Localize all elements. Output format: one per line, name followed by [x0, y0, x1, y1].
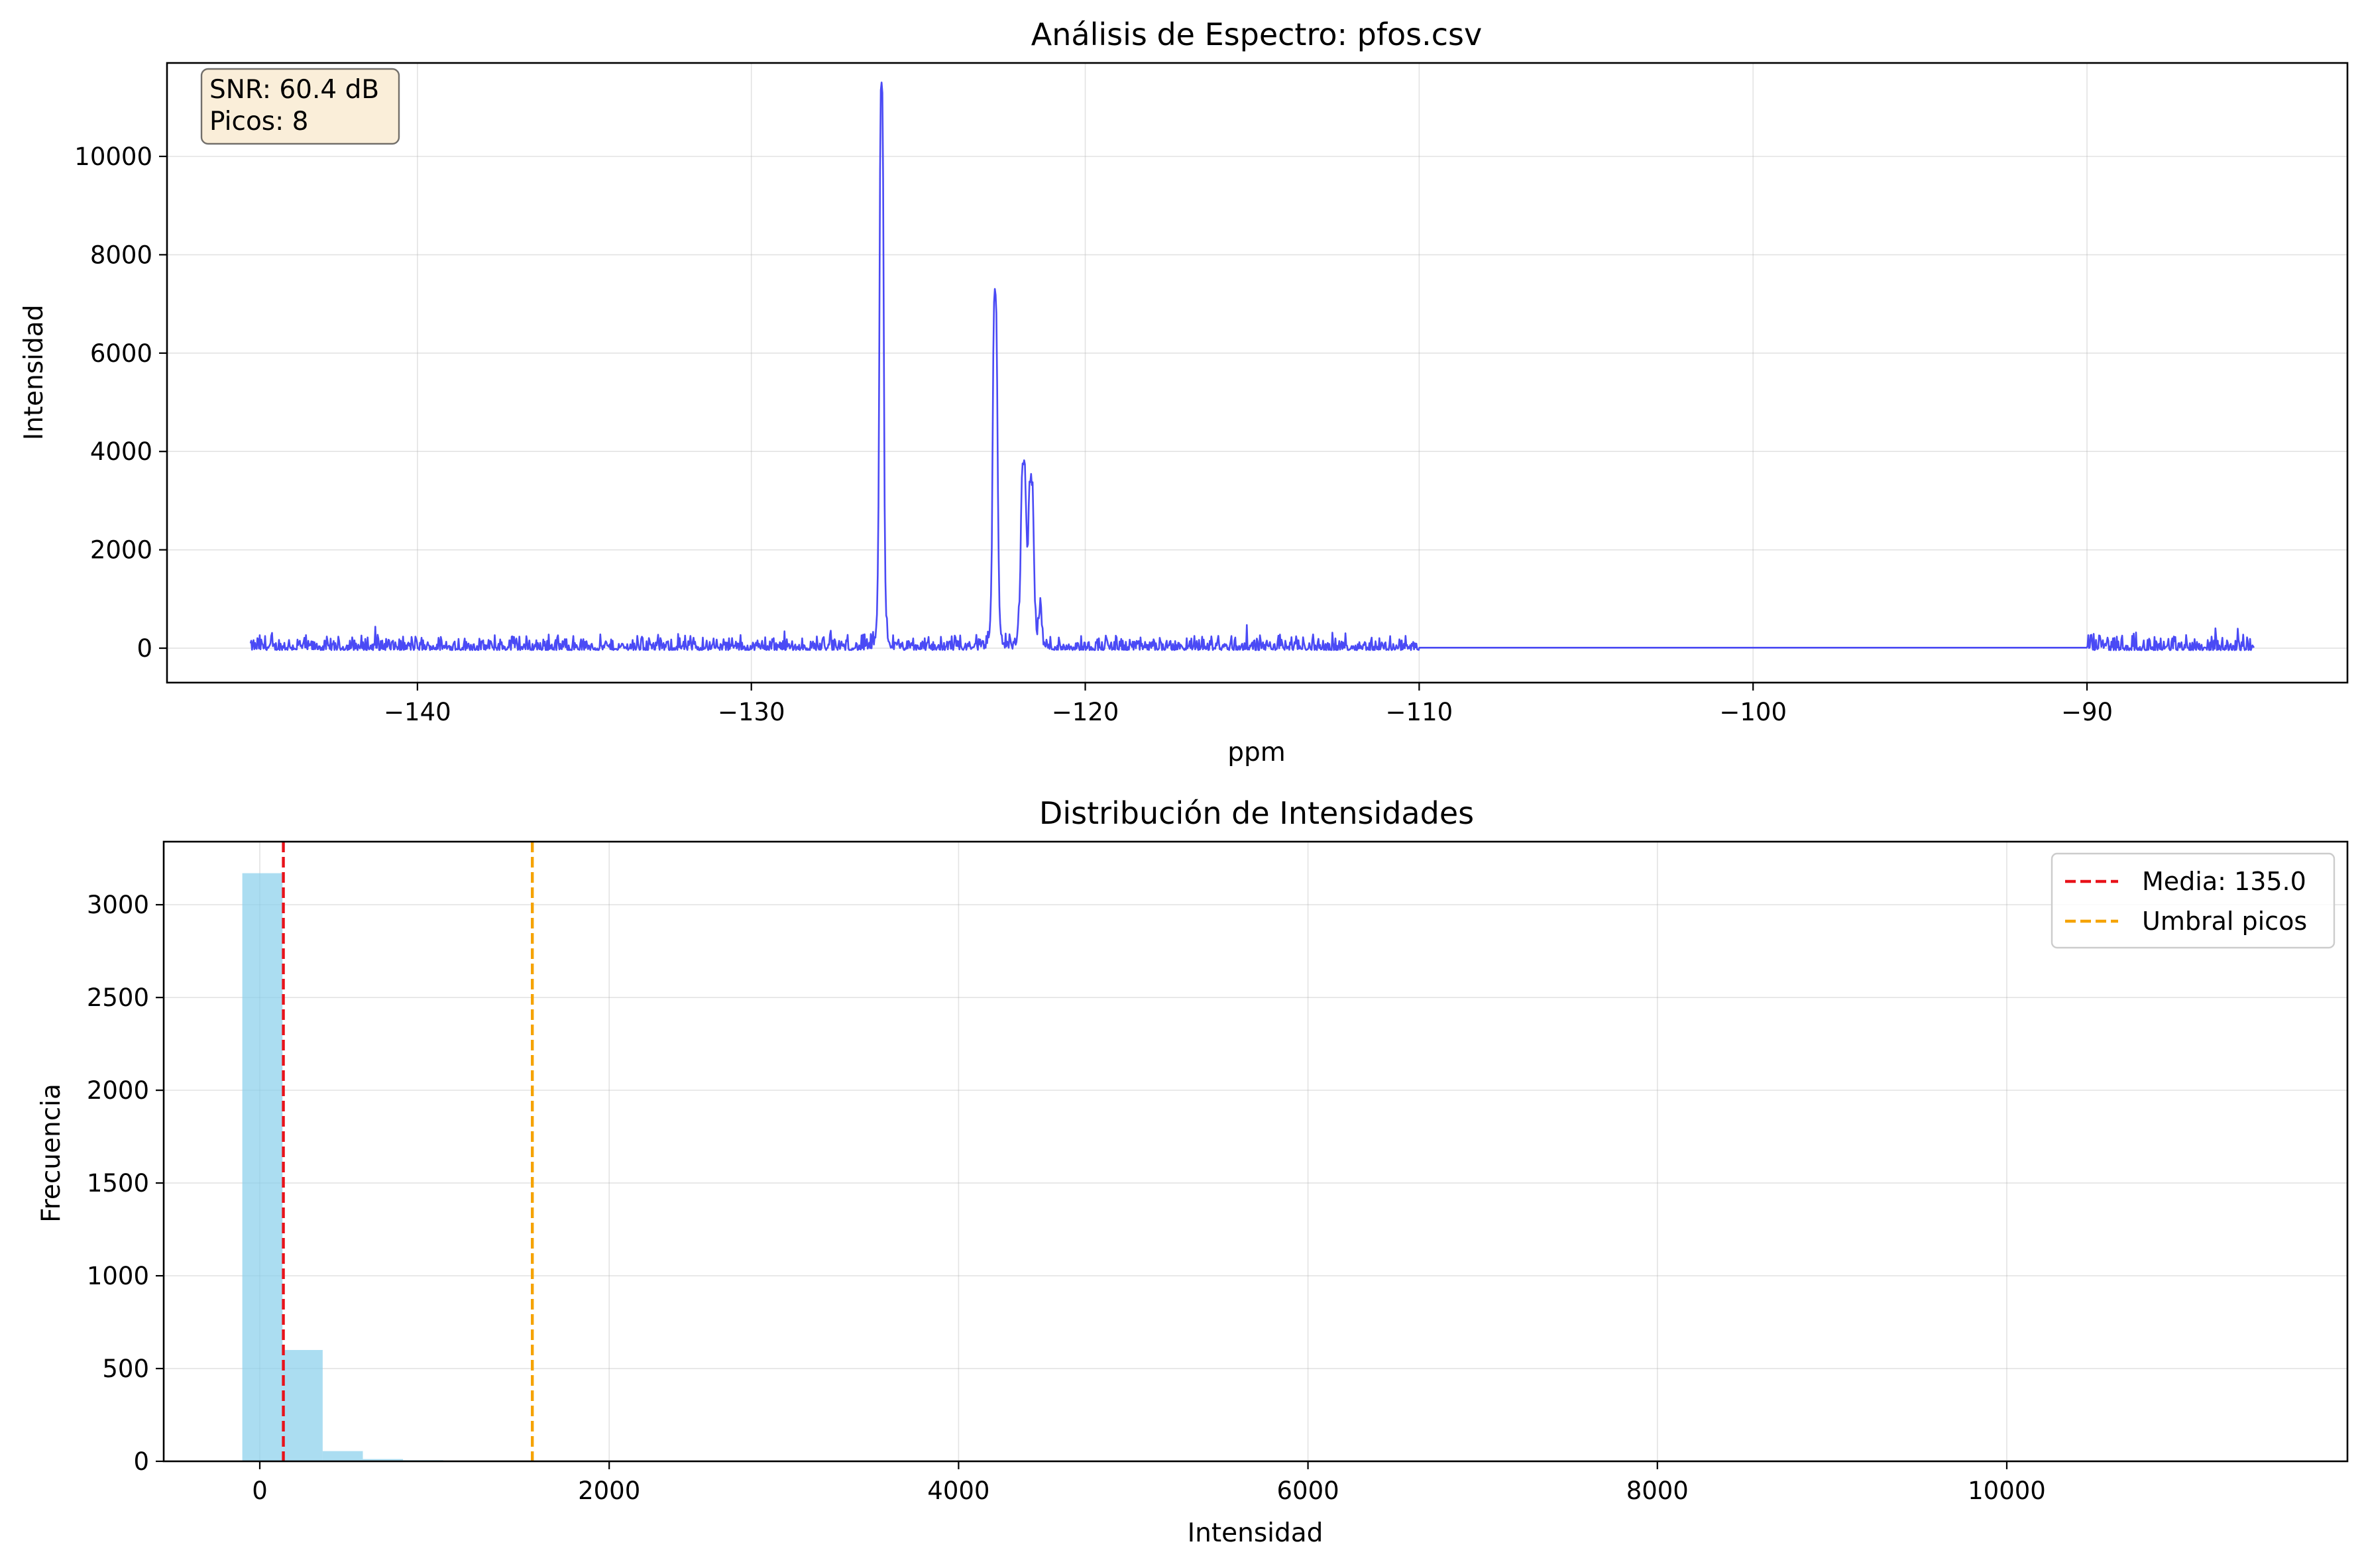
legend-threshold-label: Umbral picos [2142, 907, 2307, 936]
spectrum-panel: Análisis de Espectro: pfos.csv −140 −130−… [19, 17, 2349, 767]
histogram-y-tick-label: 1500 [87, 1169, 149, 1198]
histogram-bar [363, 1459, 404, 1461]
histogram-y-label: Frecuencia [36, 1084, 66, 1223]
histogram-y-ticks: 0 500 1000 1500 2000 2500 3000 [87, 891, 164, 1476]
histogram-x-tick-label: 2000 [578, 1477, 640, 1505]
histogram-x-label: Intensidad [1188, 1518, 1324, 1548]
spectrum-x-tick-label: −120 [1052, 698, 1119, 726]
info-box-peaks: Picos: 8 [209, 107, 308, 137]
spectrum-x-tick-label: −140 [384, 698, 451, 726]
histogram-bar [282, 1350, 323, 1461]
histogram-y-tick-label: 500 [102, 1355, 149, 1383]
spectrum-y-tick-label: 6000 [90, 339, 152, 368]
histogram-title: Distribución de Intensidades [1039, 795, 1474, 831]
spectrum-y-ticks: 0 2000 4000 6000 8000 10000 [74, 142, 167, 663]
spectrum-line [249, 82, 2255, 651]
histogram-bar [322, 1451, 363, 1461]
histogram-x-tick-label: 4000 [927, 1477, 989, 1505]
histogram-y-tick-label: 0 [133, 1447, 149, 1476]
spectrum-y-tick-label: 2000 [90, 536, 152, 565]
spectrum-x-tick-label: −110 [1386, 698, 1453, 726]
histogram-x-tick-label: 6000 [1276, 1477, 1339, 1505]
histogram-axes-frame [162, 840, 2349, 1463]
spectrum-x-tick-label: −90 [2061, 698, 2113, 726]
legend-frame [2051, 852, 2336, 949]
histogram-y-tick-label: 2000 [87, 1076, 149, 1105]
legend-mean-label: Media: 135.0 [2142, 867, 2306, 896]
spectrum-x-label: ppm [1227, 738, 1286, 767]
spectrum-y-tick-label: 8000 [90, 241, 152, 269]
spectrum-y-tick-label: 4000 [90, 437, 152, 466]
spectrum-y-tick-label: 0 [137, 634, 152, 663]
info-box-background [200, 68, 400, 145]
histogram-x-tick-label: 10000 [1968, 1477, 2046, 1505]
histogram-y-tick-label: 3000 [87, 891, 149, 919]
spectrum-x-tick-label: −130 [718, 698, 785, 726]
spectrum-x-ticks: −140 −130 −120 −110 −100 −90 [384, 683, 2113, 726]
spectrum-axes-frame [166, 62, 2349, 684]
spectrum-y-label: Intensidad [19, 305, 49, 441]
histogram-legend: Media: 135.0 Umbral picos [2051, 852, 2336, 949]
histogram-vlines [282, 842, 534, 1461]
histogram-x-ticks: 0 2000 4000 6000 8000 10000 [252, 1461, 2046, 1505]
histogram-x-tick-label: 8000 [1626, 1477, 1689, 1505]
spectrum-y-tick-label: 10000 [74, 142, 152, 171]
histogram-y-tick-label: 1000 [87, 1262, 149, 1290]
info-box: SNR: 60.4 dB Picos: 8 [200, 68, 400, 145]
spectrum-title: Análisis de Espectro: pfos.csv [1031, 17, 1482, 52]
histogram-y-tick-label: 2500 [87, 983, 149, 1012]
spectrum-x-tick-label: −100 [1719, 698, 1787, 726]
histogram-x-tick-label: 0 [252, 1477, 268, 1505]
histogram-bars [242, 873, 484, 1461]
histogram-bar [242, 873, 283, 1461]
info-box-snr: SNR: 60.4 dB [209, 75, 379, 105]
histogram-panel: Distribución de Intensidades 0 2000 4000 60… [36, 795, 2349, 1548]
